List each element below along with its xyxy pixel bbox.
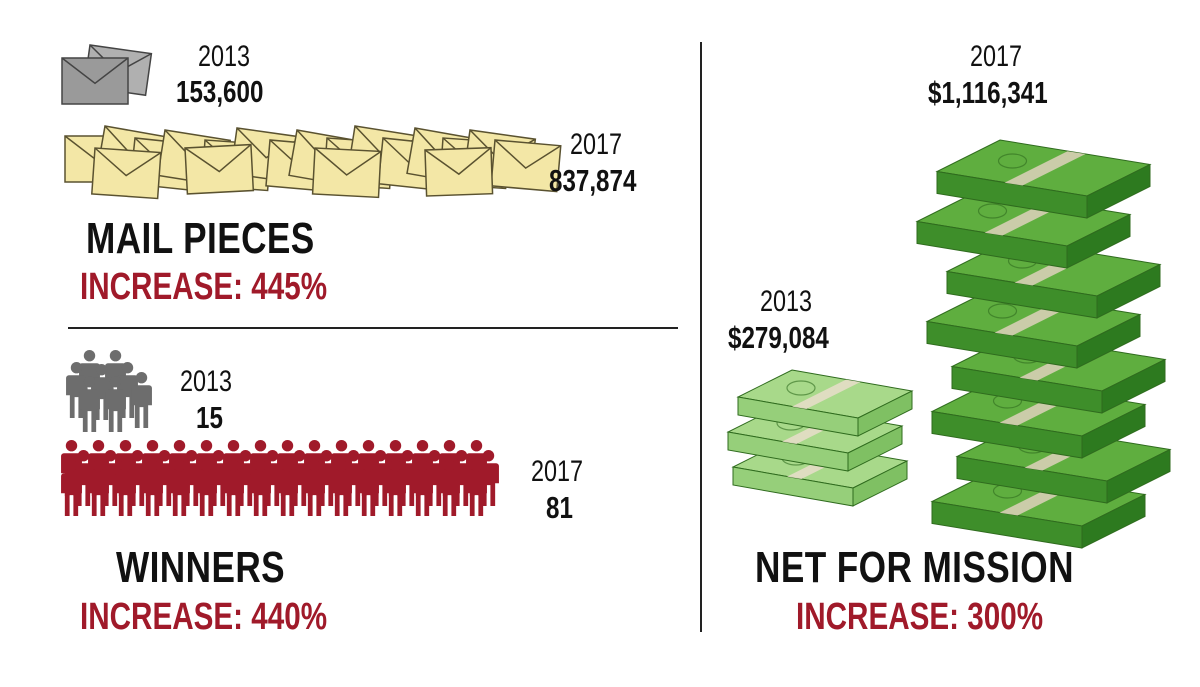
winners-2017-value: 81 <box>546 490 573 525</box>
people-group-2013 <box>66 350 152 433</box>
person-icon <box>331 460 352 517</box>
person-icon <box>385 460 406 517</box>
mission-2013-value: $279,084 <box>728 320 829 355</box>
person-icon <box>91 364 112 421</box>
cash-bundle-icon <box>736 369 914 437</box>
person-icon <box>88 460 109 517</box>
person-icon <box>439 460 460 517</box>
mail-2017-value: 837,874 <box>549 163 637 198</box>
cash-bundle-icon <box>915 189 1132 269</box>
person-icon <box>105 376 126 433</box>
person-icon <box>131 372 152 429</box>
winners-title: WINNERS <box>116 543 286 592</box>
winners-2017-year: 2017 <box>531 455 584 488</box>
mail-2017-year: 2017 <box>570 128 623 161</box>
envelope-icon <box>184 143 255 195</box>
people-group-2017 <box>61 440 499 517</box>
envelope-group-2017 <box>64 125 562 200</box>
envelope-group-2013 <box>61 44 153 105</box>
envelope-icon <box>90 147 162 200</box>
cash-bundle-icon <box>930 469 1147 549</box>
cash-bundle-icon <box>935 139 1152 219</box>
cash-stack-2017 <box>915 139 1172 549</box>
person-icon <box>277 460 298 517</box>
person-icon <box>250 460 271 517</box>
person-icon <box>358 460 379 517</box>
mission-2017-year: 2017 <box>970 40 1023 73</box>
mission-2013-year: 2013 <box>760 285 813 318</box>
person-icon <box>115 460 136 517</box>
person-icon <box>79 376 100 433</box>
winners-2013-year: 2013 <box>180 365 233 398</box>
person-icon <box>142 460 163 517</box>
winners-increase: INCREASE: 440% <box>80 596 328 638</box>
person-icon <box>223 460 244 517</box>
envelope-icon <box>61 57 129 105</box>
cash-bundle-icon <box>925 289 1142 369</box>
mission-title: NET FOR MISSION <box>755 543 1074 592</box>
envelope-icon <box>424 146 494 197</box>
mail-2013-value: 153,600 <box>176 74 264 109</box>
person-icon <box>466 460 487 517</box>
horizontal-divider <box>68 327 678 329</box>
mission-increase: INCREASE: 300% <box>796 596 1044 638</box>
envelope-icon <box>490 139 562 193</box>
mission-2017-value: $1,116,341 <box>928 75 1048 110</box>
person-icon <box>169 460 190 517</box>
mail-title: MAIL PIECES <box>86 214 315 263</box>
envelope-icon <box>311 147 382 199</box>
mail-2013-year: 2013 <box>198 40 251 73</box>
person-icon <box>61 460 82 517</box>
winners-2013-value: 15 <box>196 400 223 435</box>
vertical-divider <box>700 42 702 632</box>
person-icon <box>196 460 217 517</box>
cash-stack-2013 <box>726 369 914 507</box>
person-icon <box>304 460 325 517</box>
mail-increase: INCREASE: 445% <box>80 266 328 308</box>
person-icon <box>412 460 433 517</box>
